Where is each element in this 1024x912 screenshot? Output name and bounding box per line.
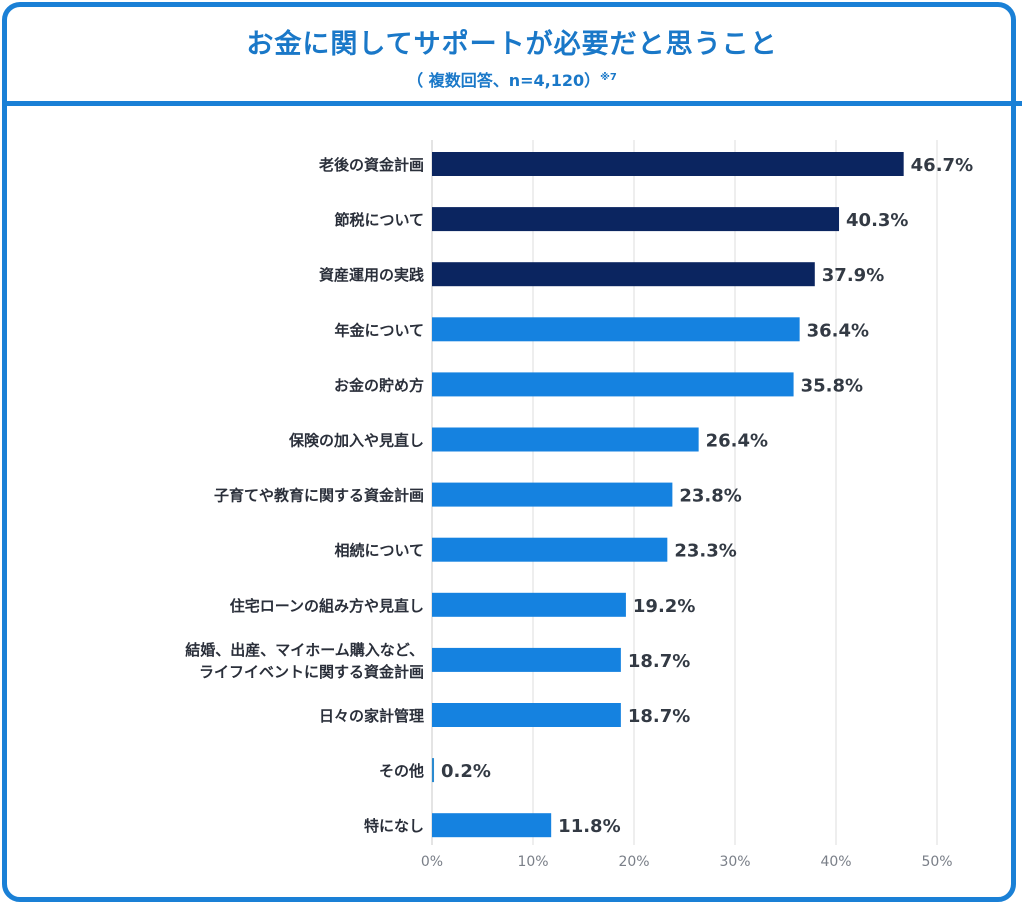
x-tick-label: 20% <box>618 854 649 870</box>
data-label: 18.7% <box>628 651 690 672</box>
category-label: お金の貯め方 <box>334 376 424 394</box>
data-label: 36.4% <box>807 320 869 341</box>
bar <box>432 703 621 727</box>
data-label: 46.7% <box>911 155 973 176</box>
category-label: 保険の加入や見直し <box>288 432 424 450</box>
x-tick-label: 50% <box>921 854 952 870</box>
x-tick-label: 40% <box>820 854 851 870</box>
subtitle-note: ※7 <box>600 72 617 83</box>
category-label: 住宅ローンの組み方や見直し <box>230 597 424 615</box>
bar <box>432 647 621 672</box>
bar <box>432 813 552 838</box>
data-label: 26.4% <box>706 431 768 452</box>
data-label: 35.8% <box>801 375 863 396</box>
chart-subtitle: （ 複数回答、n=4,120）※7 <box>0 67 1024 91</box>
bar <box>432 758 435 783</box>
category-label: 相続について <box>334 542 424 560</box>
bar <box>432 207 840 232</box>
data-label: 37.9% <box>822 265 884 286</box>
data-label: 23.3% <box>674 541 736 562</box>
bar <box>432 152 904 176</box>
chart-title: お金に関してサポートが必要だと思うこと <box>246 29 778 60</box>
category-label: 特になし <box>364 817 424 835</box>
bar <box>432 537 668 562</box>
data-label: 40.3% <box>846 210 908 231</box>
category-label: その他 <box>379 762 424 780</box>
bar <box>432 482 673 507</box>
bar <box>432 372 794 397</box>
x-tick-label: 30% <box>719 854 750 870</box>
header-divider <box>2 101 1022 106</box>
bar <box>432 592 626 617</box>
category-label: 老後の資金計画 <box>318 156 424 174</box>
category-label: ライフイベントに関する資金計画 <box>199 663 424 681</box>
data-label: 0.2% <box>441 761 491 782</box>
category-label: 年金について <box>334 321 424 339</box>
category-label: 子育てや教育に関する資金計画 <box>214 487 424 505</box>
bar <box>432 427 699 452</box>
category-label: 資産運用の実践 <box>319 266 424 284</box>
bar <box>432 262 815 287</box>
bar <box>432 317 800 342</box>
category-label: 節税について <box>334 211 424 229</box>
x-tick-label: 10% <box>517 854 548 870</box>
category-label: 日々の家計管理 <box>319 707 424 725</box>
subtitle-text: （ 複数回答、n=4,120） <box>407 71 601 90</box>
category-label: 結婚、出産、マイホーム購入など、 <box>185 641 424 659</box>
data-label: 18.7% <box>628 706 690 727</box>
data-label: 11.8% <box>558 816 620 837</box>
data-label: 19.2% <box>633 596 695 617</box>
x-tick-label: 0% <box>421 854 443 870</box>
data-label: 23.8% <box>679 486 741 507</box>
